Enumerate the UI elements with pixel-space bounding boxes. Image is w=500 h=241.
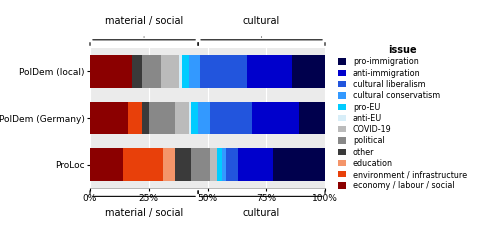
Bar [142,55,161,88]
Bar [188,102,191,134]
Bar [182,55,188,88]
Bar [252,102,299,134]
Bar [174,102,188,134]
Bar [123,148,163,181]
Bar [299,102,325,134]
Bar [90,55,132,88]
Bar [210,148,217,181]
Bar [188,55,200,88]
Bar [160,55,180,88]
Bar [226,148,238,181]
Bar [274,148,325,181]
Bar [180,55,182,88]
Bar [191,102,198,134]
Bar [200,55,248,88]
Bar [198,102,210,134]
Text: material / social: material / social [105,208,183,218]
Bar [248,55,292,88]
Bar [132,55,141,88]
Bar [149,102,174,134]
Bar [292,55,325,88]
Bar [142,102,149,134]
Text: cultural: cultural [243,16,280,26]
Bar [174,148,191,181]
Legend: pro-immigration, anti-immigration, cultural liberalism, cultural conservatism, p: pro-immigration, anti-immigration, cultu… [338,45,467,190]
Bar [163,148,174,181]
Bar [217,148,222,181]
Text: material / social: material / social [105,16,183,26]
Bar [191,148,210,181]
Bar [238,148,274,181]
Text: cultural: cultural [243,208,280,218]
Bar [210,102,252,134]
Bar [90,148,123,181]
Bar [90,102,128,134]
Bar [222,148,226,181]
Bar [128,102,141,134]
